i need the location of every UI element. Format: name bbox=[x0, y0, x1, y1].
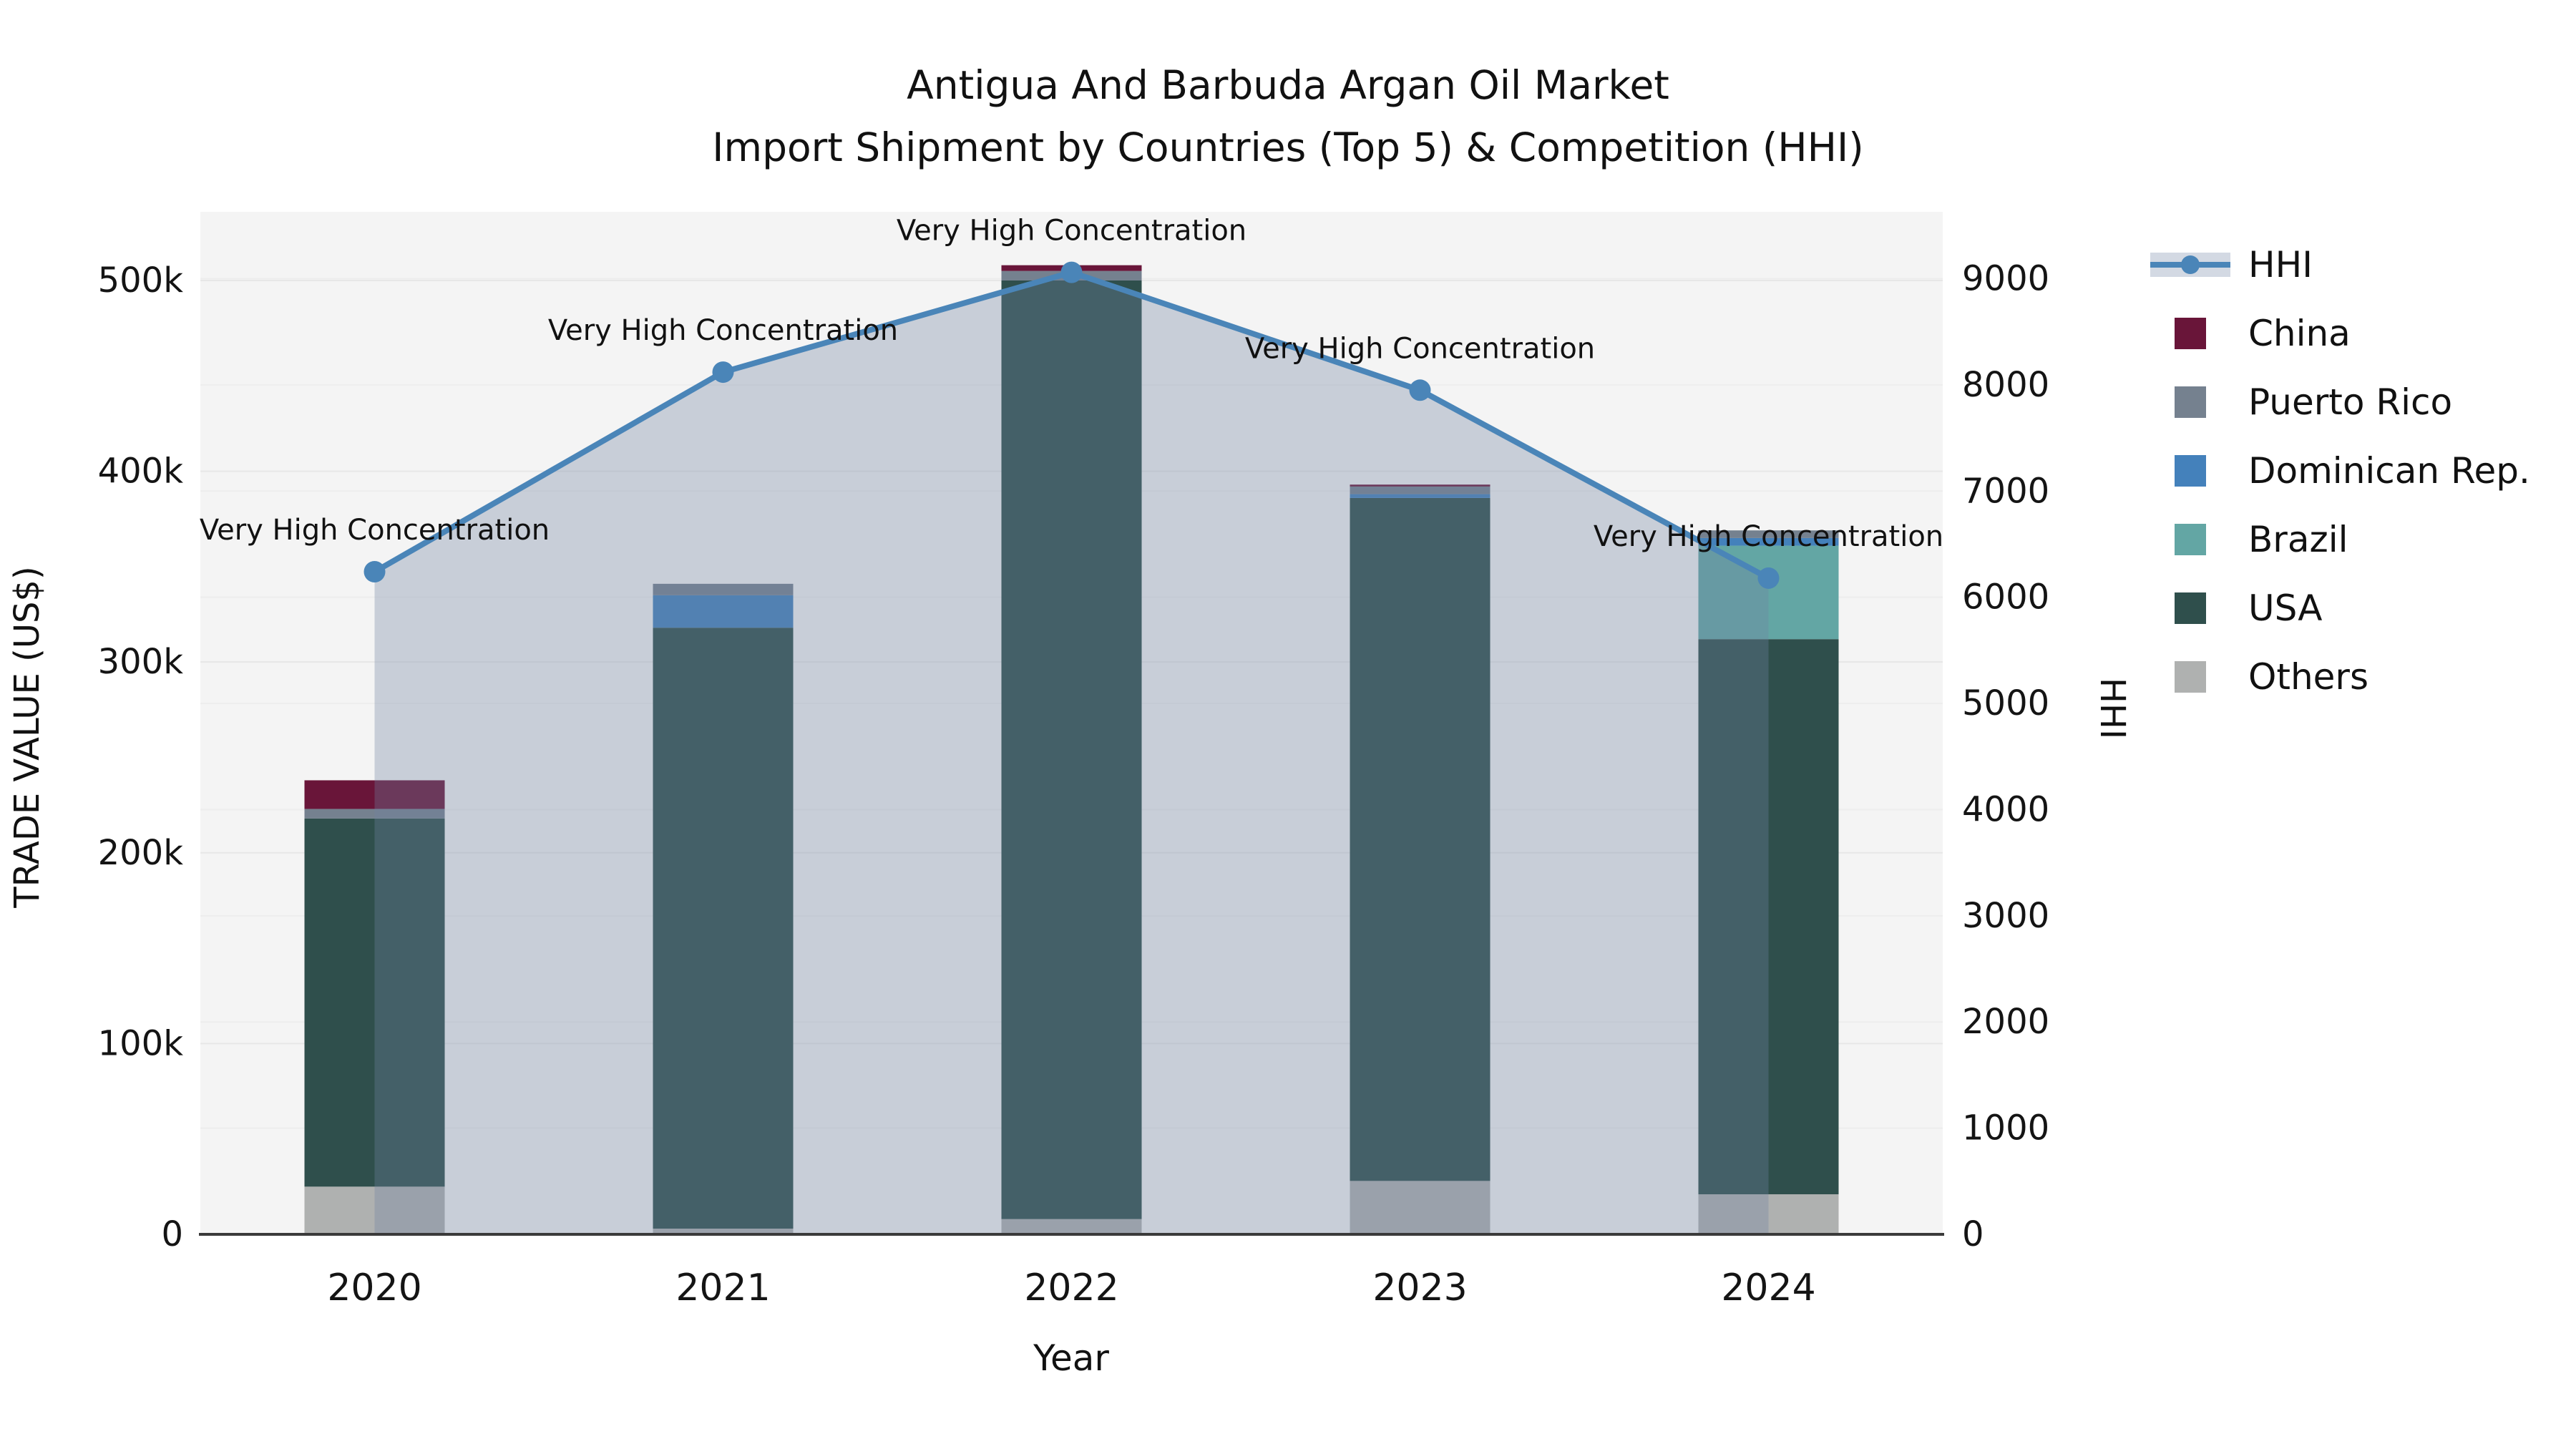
legend-swatch-icon bbox=[2148, 455, 2233, 487]
bar-segment-2021-usa bbox=[653, 628, 794, 1229]
right-tick-2000: 2000 bbox=[1962, 1002, 2049, 1042]
legend-label: Dominican Rep. bbox=[2248, 450, 2530, 492]
annotation-2020: Very High Concentration bbox=[200, 514, 550, 547]
right-tick-5000: 5000 bbox=[1962, 683, 2049, 723]
bar-segment-2023-dominican-rep- bbox=[1350, 494, 1491, 498]
annotation-2024: Very High Concentration bbox=[1594, 520, 1943, 553]
bar-segment-2020-usa bbox=[304, 818, 445, 1187]
legend-swatch-icon bbox=[2148, 592, 2233, 624]
bar-segment-2022-usa bbox=[1001, 280, 1142, 1219]
x-tick-2021: 2021 bbox=[675, 1267, 770, 1309]
x-tick-2024: 2024 bbox=[1721, 1267, 1815, 1309]
bar-segment-2024-brazil bbox=[1698, 545, 1839, 640]
bar-segment-2024-puerto-rico bbox=[1698, 530, 1839, 538]
legend-label: HHI bbox=[2248, 244, 2313, 286]
legend-item-hhi: HHI bbox=[2148, 230, 2530, 299]
bar-segment-2021-others bbox=[653, 1229, 794, 1234]
legend-swatch-icon bbox=[2148, 386, 2233, 418]
legend-swatch-icon bbox=[2148, 661, 2233, 693]
bar-segment-2023-others bbox=[1350, 1181, 1491, 1234]
x-axis-title: Year bbox=[1033, 1337, 1109, 1379]
hhi-marker-2022 bbox=[1060, 261, 1083, 283]
bar-segment-2021-dominican-rep- bbox=[653, 595, 794, 628]
left-tick-0: 0 bbox=[161, 1214, 183, 1254]
bar-segment-2023-usa bbox=[1350, 497, 1491, 1181]
legend: HHI China Puerto Rico Dominican Rep. Brazil U… bbox=[2148, 230, 2530, 711]
legend-swatch-icon bbox=[2148, 318, 2233, 349]
hhi-marker-2021 bbox=[712, 361, 734, 384]
legend-label: USA bbox=[2248, 587, 2323, 629]
left-tick-200k: 200k bbox=[98, 833, 184, 873]
bar-segment-2022-others bbox=[1001, 1219, 1142, 1234]
right-tick-3000: 3000 bbox=[1962, 896, 2049, 936]
right-tick-6000: 6000 bbox=[1962, 577, 2049, 618]
bar-segment-2024-dominican-rep- bbox=[1698, 537, 1839, 546]
legend-label: Puerto Rico bbox=[2248, 381, 2453, 423]
right-tick-7000: 7000 bbox=[1962, 471, 2049, 511]
y-axis-title-right: HHI bbox=[2092, 677, 2132, 740]
hhi-marker-2020 bbox=[364, 561, 386, 583]
legend-swatch-icon bbox=[2148, 524, 2233, 555]
bar-segment-2021-puerto-rico bbox=[653, 583, 794, 595]
annotation-2022: Very High Concentration bbox=[897, 215, 1246, 248]
hhi-area-fill bbox=[374, 272, 1769, 1235]
legend-label: China bbox=[2248, 313, 2351, 354]
left-tick-300k: 300k bbox=[98, 642, 184, 682]
legend-item-china: China bbox=[2148, 299, 2530, 368]
chart-title-line2: Import Shipment by Countries (Top 5) & C… bbox=[712, 125, 1864, 170]
left-tick-500k: 500k bbox=[98, 260, 184, 301]
bar-segment-2024-usa bbox=[1698, 639, 1839, 1195]
annotation-2021: Very High Concentration bbox=[548, 314, 898, 347]
y-axis-title-left: TRADE VALUE (US$) bbox=[7, 566, 47, 908]
legend-label: Others bbox=[2248, 656, 2369, 698]
x-tick-2020: 2020 bbox=[327, 1267, 421, 1309]
legend-item-brazil: Brazil bbox=[2148, 505, 2530, 574]
right-tick-4000: 4000 bbox=[1962, 789, 2049, 829]
right-tick-8000: 8000 bbox=[1962, 365, 2049, 405]
right-tick-9000: 9000 bbox=[1962, 258, 2049, 298]
chart-title: Antigua And Barbuda Argan Oil Market Imp… bbox=[0, 66, 2576, 167]
legend-item-usa: USA bbox=[2148, 574, 2530, 643]
legend-line-marker-icon bbox=[2148, 253, 2233, 277]
left-tick-100k: 100k bbox=[98, 1023, 184, 1063]
chart-title-line1: Antigua And Barbuda Argan Oil Market bbox=[907, 62, 1669, 108]
right-tick-0: 0 bbox=[1962, 1214, 1984, 1254]
bar-segment-2020-others bbox=[304, 1186, 445, 1234]
bar-segment-2020-puerto-rico bbox=[304, 809, 445, 819]
legend-item-others: Others bbox=[2148, 643, 2530, 711]
bar-segment-2024-others bbox=[1698, 1194, 1839, 1234]
legend-label: Brazil bbox=[2248, 519, 2348, 560]
bar-segment-2023-china bbox=[1350, 484, 1491, 487]
x-tick-2023: 2023 bbox=[1372, 1267, 1467, 1309]
legend-item-puerto-rico: Puerto Rico bbox=[2148, 368, 2530, 436]
left-tick-400k: 400k bbox=[98, 452, 184, 492]
x-tick-2022: 2022 bbox=[1024, 1267, 1118, 1309]
bar-segment-2023-puerto-rico bbox=[1350, 486, 1491, 494]
annotation-2023: Very High Concentration bbox=[1245, 332, 1595, 365]
legend-item-dominican-rep-: Dominican Rep. bbox=[2148, 436, 2530, 505]
right-tick-1000: 1000 bbox=[1962, 1108, 2049, 1148]
hhi-marker-2023 bbox=[1409, 379, 1431, 401]
hhi-marker-2024 bbox=[1757, 567, 1780, 589]
bar-segment-2020-china bbox=[304, 780, 445, 809]
